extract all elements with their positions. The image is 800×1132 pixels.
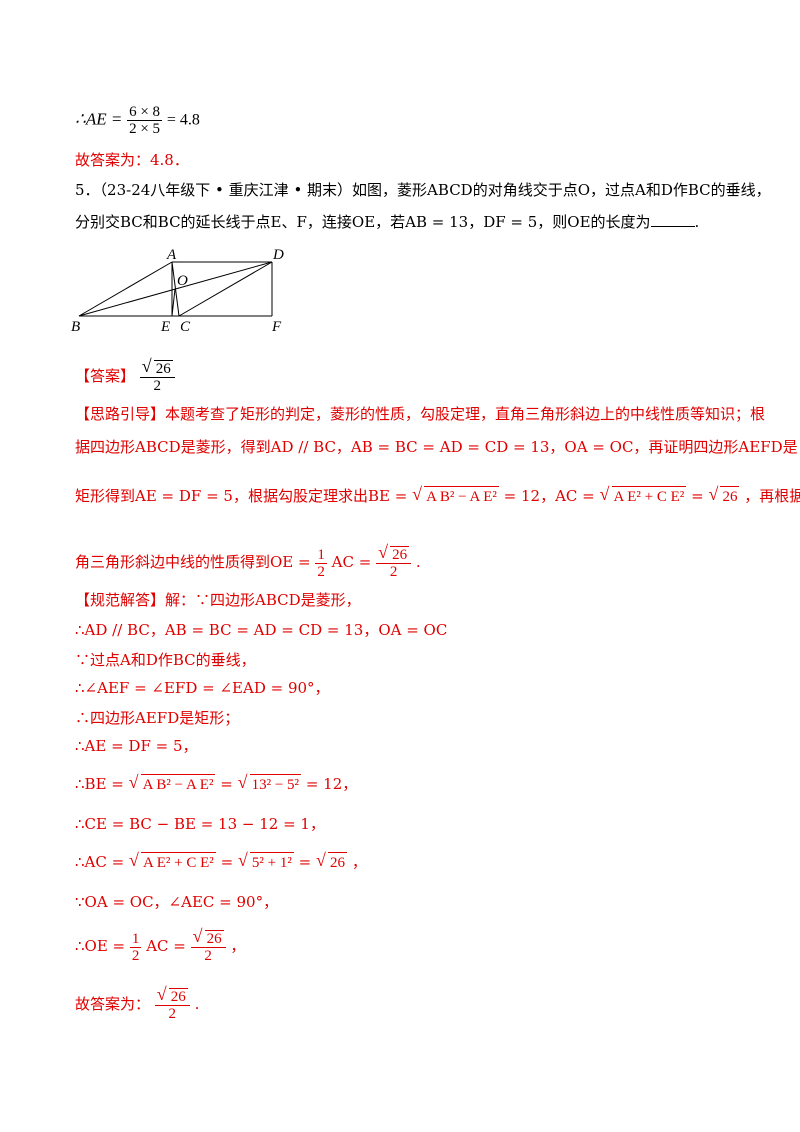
line-cd (178, 261, 273, 317)
label-o: O (177, 273, 188, 289)
line-bd (78, 261, 273, 317)
problem-line-2: 分别交BC和BC的延长线于点E、F，连接OE，若AB = 13，DF = 5，则… (75, 212, 699, 232)
sol-9-sqrt-2: 5² + 1² (238, 850, 294, 873)
answer-blank (650, 226, 695, 227)
line-eo (171, 288, 176, 317)
answer-line: 【答案】 26 2 (75, 358, 175, 394)
hint-line-1: 【思路引导】本题考查了矩形的判定，菱形的性质，勾股定理，直角三角形斜边上的中线性… (75, 405, 766, 423)
hint-3-b: = 12，AC = (503, 487, 595, 505)
problem-line-2-end: . (694, 213, 700, 231)
prev-lhs: ∴AE = (75, 109, 123, 129)
final-answer: 故答案为： 262 . (75, 986, 199, 1022)
prev-result-line: ∴AE = 6 × 8 2 × 5 = 4.8 (75, 104, 200, 137)
hint-sqrt-3: 26 (708, 484, 740, 507)
hint-line-4: 角三角形斜边中线的性质得到OE = 12 AC = 262 . (75, 544, 421, 580)
sol-3: ∵过点A和D作BC的垂线， (75, 651, 256, 669)
sol-9-sqrt-3: 26 (316, 850, 348, 873)
hint-line-3: 矩形得到AE = DF = 5，根据勾股定理求出BE = A B² − A E²… (75, 484, 800, 507)
answer-fraction: 26 2 (139, 358, 175, 394)
line-ba (78, 261, 173, 317)
hint-3-a: 矩形得到AE = DF = 5，根据勾股定理求出BE = (75, 487, 408, 505)
sol-frac: 262 (190, 928, 226, 964)
label-d: D (272, 247, 284, 263)
sol-4: ∴∠AEF = ∠EFD = ∠EAD = 90°， (75, 679, 330, 697)
hint-4-b: AC = (331, 553, 372, 571)
sol-9: ∴AC = A E² + C E² = 5² + 1² = 26 ， (75, 850, 367, 873)
answer-label: 【答案】 (75, 367, 136, 385)
rhombus-figure: A D O B E C F (71, 247, 284, 335)
prev-answer: 故答案为：4.8． (75, 151, 189, 169)
sol-9-sqrt-1: A E² + C E² (129, 850, 216, 873)
sol-2: ∴AD // BC，AB = BC = AD = CD = 13，OA = OC (75, 621, 448, 639)
sol-8: ∴CE = BC − BE = 13 − 12 = 1， (75, 815, 325, 833)
sol-5: ∴四边形AEFD是矩形； (75, 709, 240, 727)
prev-numerator: 6 × 8 (127, 104, 163, 121)
prev-fraction: 6 × 8 2 × 5 (127, 104, 163, 137)
problem-line-1: 5．（23-24八年级下 • 重庆江津 • 期末）如图，菱形ABCD的对角线交于… (75, 181, 771, 199)
sol-1: 【规范解答】解：∵四边形ABCD是菱形， (75, 591, 361, 609)
hint-frac: 262 (376, 544, 412, 580)
prev-denominator: 2 × 5 (129, 121, 161, 137)
prev-rhs: = 4.8 (166, 111, 200, 129)
sol-7: ∴BE = A B² − A E² = 13² − 5² = 12， (75, 772, 357, 795)
hint-4-a: 角三角形斜边中线的性质得到OE = (75, 553, 311, 571)
sol-6: ∴AE = DF = 5， (75, 737, 198, 755)
sol-11: ∴OE = 12 AC = 262 ， (75, 928, 245, 964)
label-c: C (180, 319, 191, 335)
sol-7-sqrt-1: A B² − A E² (129, 772, 216, 795)
hint-4-end: . (415, 553, 421, 571)
hint-3-d: ，再根据直 (744, 487, 800, 505)
final-frac: 262 (154, 986, 190, 1022)
hint-line-2: 据四边形ABCD是菱形，得到AD // BC，AB = BC = AD = CD… (75, 438, 798, 456)
hint-sqrt-2: A E² + C E² (600, 484, 687, 507)
label-e: E (160, 319, 170, 335)
hint-3-c: = (691, 487, 704, 505)
hint-sqrt-1: A B² − A E² (412, 484, 499, 507)
problem-line-2-text: 分别交BC和BC的延长线于点E、F，连接OE，若AB = 13，DF = 5，则… (75, 213, 651, 231)
sol-10: ∵OA = OC，∠AEC = 90°， (75, 893, 279, 911)
label-a: A (166, 247, 177, 263)
sol-7-sqrt-2: 13² − 5² (238, 772, 302, 795)
sqrt-26: 26 (142, 358, 173, 377)
label-b: B (71, 319, 80, 335)
label-f: F (271, 319, 282, 335)
